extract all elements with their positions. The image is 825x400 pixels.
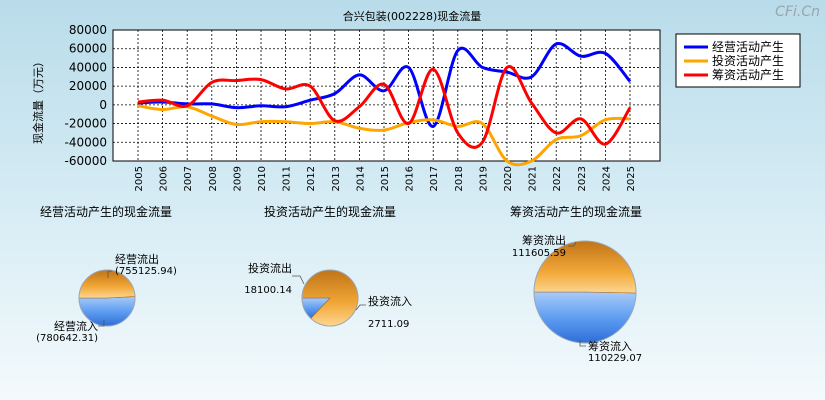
x-tick-label: 2023 — [577, 166, 588, 191]
x-tick-label: 2007 — [183, 166, 194, 191]
y-axis-label: 现金流量（万元） — [31, 56, 45, 144]
x-tick-label: 2008 — [208, 166, 219, 191]
x-tick-label: 2010 — [257, 166, 268, 191]
series-line — [137, 65, 632, 149]
x-tick-label: 2019 — [478, 166, 489, 191]
series-line — [137, 104, 631, 167]
inflow-value: 2711.09 — [368, 319, 409, 330]
series-lines — [137, 42, 632, 167]
x-tick-label: 2017 — [429, 166, 440, 191]
inflow-value: 110229.07 — [588, 353, 642, 364]
x-tick-label: 2016 — [405, 166, 416, 191]
pie-outline — [301, 269, 359, 327]
inflow-label: 投资流入 — [368, 294, 412, 308]
line-chart-title: 合兴包装(002228)现金流量 — [343, 9, 482, 23]
leader-line — [98, 320, 105, 327]
series-line — [137, 42, 632, 128]
leader-line — [292, 275, 305, 285]
x-tick-labels: 2005 2006 2007 2008 2009 2010 2011 2012 2013 2014… — [134, 166, 637, 191]
pie-title: 筹资活动产生的现金流量 — [510, 204, 642, 219]
inflow-label: 筹资流入 — [588, 339, 632, 353]
x-tick-label: 2021 — [528, 166, 539, 191]
pie-title: 经营活动产生的现金流量 — [40, 204, 172, 219]
legend-label: 经营活动产生 — [712, 40, 784, 54]
x-tick-label: 2005 — [134, 166, 145, 191]
outflow-label: 经营流出 — [115, 252, 159, 266]
y-tick-label: 80000 — [69, 23, 107, 37]
leader-line — [568, 241, 577, 247]
y-tick-labels: 80000 60000 40000 20000 0 -20000 -40000 -60000 — [64, 23, 107, 168]
x-tick-label: 2024 — [601, 166, 612, 191]
x-tick-label: 2014 — [355, 166, 366, 191]
x-tick-label: 2025 — [626, 166, 637, 191]
x-tick-label: 2022 — [552, 166, 563, 191]
y-tick-label: 20000 — [69, 79, 107, 93]
inflow-label: 经营流入 — [54, 319, 98, 333]
y-tick-label: 60000 — [69, 42, 107, 56]
plot-area — [112, 29, 661, 162]
x-tick-label: 2011 — [282, 166, 293, 191]
x-tick-label: 2006 — [159, 166, 170, 191]
x-tick-label: 2009 — [232, 166, 243, 191]
y-tick-label: -40000 — [64, 135, 107, 149]
pie-outline — [78, 269, 136, 327]
leader-line — [355, 304, 366, 311]
y-tick-label: 0 — [99, 98, 107, 112]
x-tick-label: 2018 — [454, 166, 465, 191]
pie-title: 投资活动产生的现金流量 — [264, 204, 396, 219]
leader-line — [579, 340, 586, 347]
outflow-label: 筹资流出 — [522, 233, 566, 247]
x-tick-label: 2020 — [503, 166, 514, 191]
leader-line — [107, 270, 112, 278]
x-tick-label: 2015 — [380, 166, 391, 191]
y-tick-label: 40000 — [69, 60, 107, 74]
outflow-label: 投资流出 — [248, 261, 292, 275]
pie-slice-inflow — [533, 291, 637, 344]
outflow-value: 111605.59 — [512, 248, 566, 259]
watermark: CFi.Cn — [775, 4, 820, 20]
y-tick-label: -20000 — [64, 117, 107, 131]
outflow-value: 18100.14 — [244, 285, 292, 296]
y-tick-label: -60000 — [64, 154, 107, 168]
x-tick-label: 2012 — [306, 166, 317, 191]
legend-label: 筹资活动产生 — [712, 68, 784, 82]
pie-outline — [533, 240, 637, 344]
x-tick-label: 2013 — [331, 166, 342, 191]
outflow-value: (755125.94) — [115, 266, 177, 277]
line-chart: 合兴包装(002228)现金流量 现金流量（万元） 80000 60000 4000… — [31, 9, 801, 191]
legend-label: 投资活动产生 — [712, 53, 784, 68]
inflow-value: (780642.31) — [36, 333, 98, 344]
